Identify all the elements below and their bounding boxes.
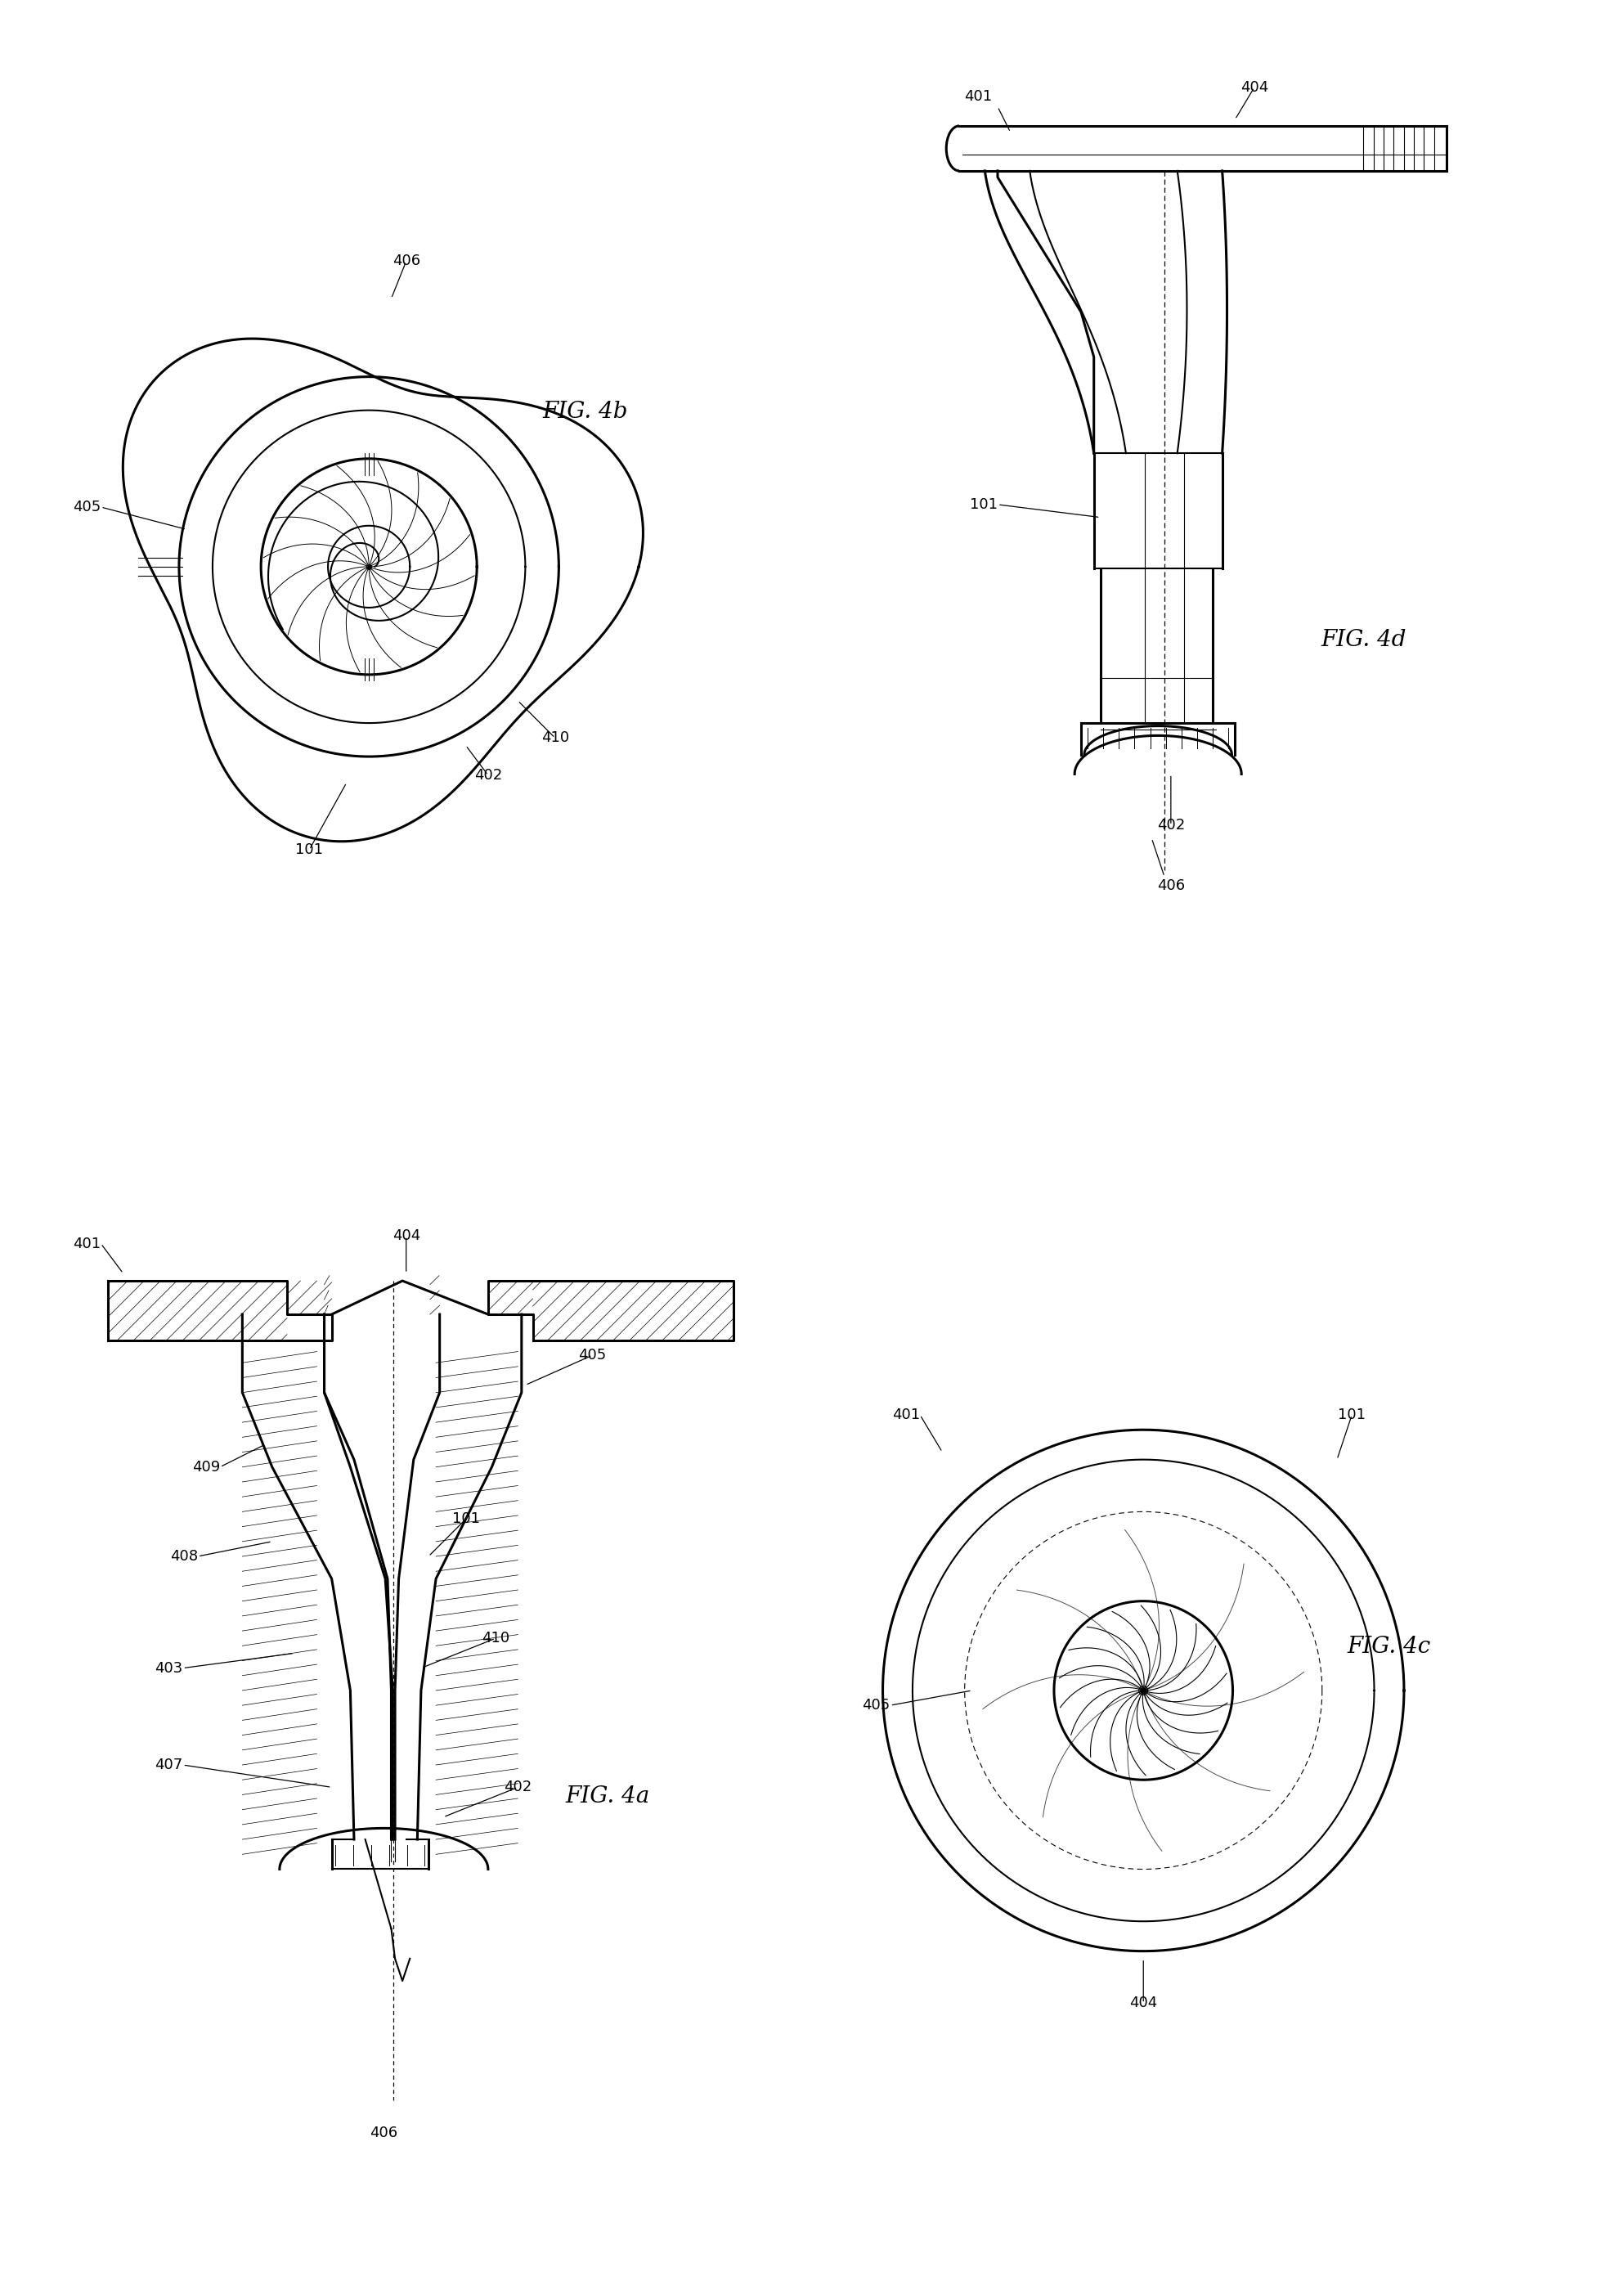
Text: 401: 401: [965, 89, 992, 105]
Text: 404: 404: [1241, 80, 1268, 95]
Text: 101: 101: [970, 498, 997, 511]
Text: 402: 402: [503, 1779, 533, 1795]
Text: 405: 405: [73, 500, 101, 513]
Text: 410: 410: [482, 1631, 510, 1645]
Text: 410: 410: [541, 732, 568, 745]
Text: 406: 406: [370, 2127, 398, 2140]
Text: FIG. 4a: FIG. 4a: [565, 1786, 650, 1806]
Text: FIG. 4b: FIG. 4b: [542, 400, 627, 423]
Text: 101: 101: [1338, 1409, 1366, 1422]
Text: 405: 405: [862, 1697, 890, 1713]
Text: 402: 402: [474, 768, 502, 782]
Text: 401: 401: [73, 1236, 101, 1252]
Text: 101: 101: [296, 843, 323, 857]
Text: FIG. 4c: FIG. 4c: [1348, 1636, 1431, 1659]
Text: 403: 403: [154, 1661, 184, 1674]
Text: FIG. 4d: FIG. 4d: [1320, 629, 1406, 650]
Text: 406: 406: [1156, 877, 1186, 893]
Text: 402: 402: [1156, 818, 1186, 834]
Text: 101: 101: [451, 1511, 479, 1527]
Text: 409: 409: [192, 1459, 219, 1475]
Text: 404: 404: [1129, 1995, 1158, 2011]
Text: 405: 405: [578, 1347, 606, 1363]
Text: 404: 404: [391, 1229, 421, 1243]
Text: 408: 408: [171, 1550, 198, 1563]
Text: 406: 406: [393, 254, 421, 268]
Text: 407: 407: [154, 1759, 184, 1772]
Text: 401: 401: [892, 1409, 919, 1422]
